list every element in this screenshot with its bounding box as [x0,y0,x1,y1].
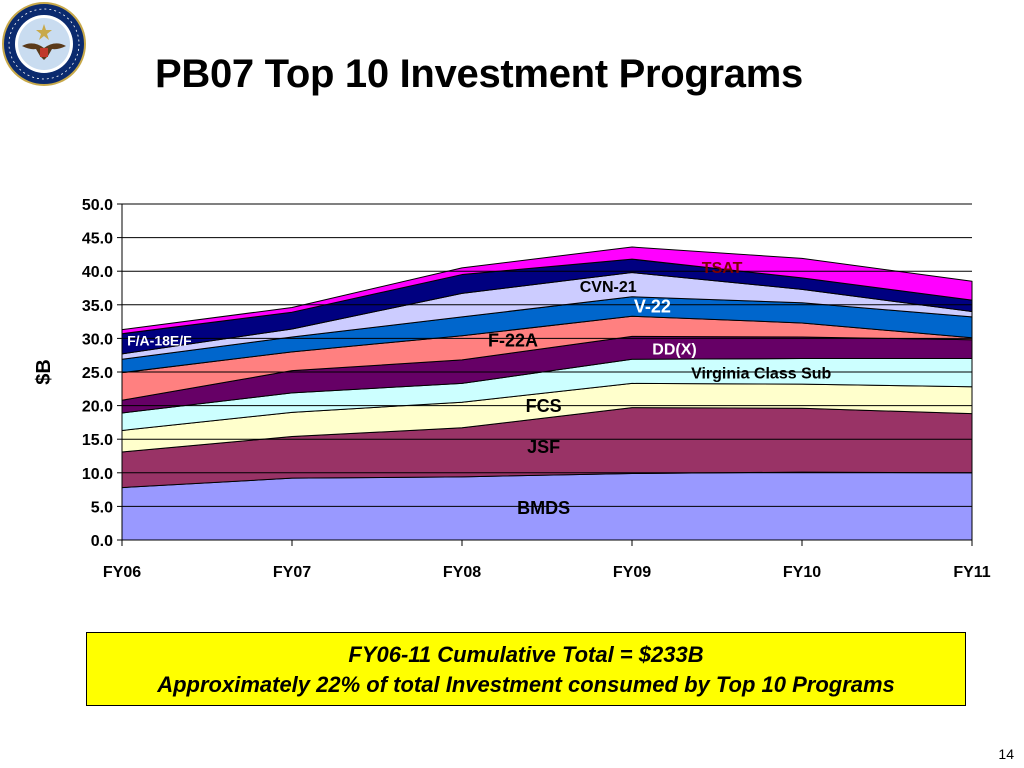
series-label-f-a-18e-f: F/A-18E/F [127,333,192,349]
series-label-cvn-21: CVN-21 [580,279,637,296]
y-tick-label: 25.0 [82,365,113,382]
y-tick-label: 30.0 [82,331,113,348]
summary-line-1: FY06-11 Cumulative Total = $233B [348,642,704,667]
page-title: PB07 Top 10 Investment Programs [155,52,803,96]
y-tick-label: 10.0 [82,466,113,483]
series-label-fcs: FCS [526,396,562,416]
series-label-f-22a: F-22A [488,331,538,351]
dod-seal-logo [2,2,86,86]
y-tick-label: 40.0 [82,264,113,281]
series-label-bmds: BMDS [517,498,570,518]
y-tick-label: 0.0 [91,533,113,550]
y-tick-label: 20.0 [82,399,113,416]
series-label-v-22: V-22 [634,297,671,317]
y-tick-label: 45.0 [82,231,113,248]
x-tick-label: FY10 [783,564,821,581]
series-label-tsat: TSAT [702,260,743,277]
series-label-virginia-class-sub: Virginia Class Sub [691,365,831,382]
series-label-jsf: JSF [527,437,560,457]
summary-box: FY06-11 Cumulative Total = $233B Approxi… [86,632,966,706]
y-axis-label: $B [33,359,55,385]
x-tick-label: FY11 [953,564,990,581]
series-label-dd-x: DD(X) [652,342,696,359]
x-tick-label: FY09 [613,564,651,581]
stacked-area-chart: 0.0 5.0 10.0 15.0 20.0 25.0 30.0 35.0 40.0 45.0 50… [0,180,1024,605]
y-tick-label: 5.0 [91,499,113,516]
y-tick-label: 35.0 [82,298,113,315]
area-tsat [121,246,973,335]
y-tick-label: 50.0 [82,197,113,214]
x-tick-label: FY08 [443,564,481,581]
x-tick-label: FY07 [273,564,311,581]
page-number: 14 [998,746,1014,762]
summary-line-2: Approximately 22% of total Investment co… [157,672,895,697]
y-tick-label: 15.0 [82,432,113,449]
chart-svg: 0.0 5.0 10.0 15.0 20.0 25.0 30.0 35.0 40.0 45.0 50… [33,197,991,581]
x-tick-label: FY06 [103,564,141,581]
